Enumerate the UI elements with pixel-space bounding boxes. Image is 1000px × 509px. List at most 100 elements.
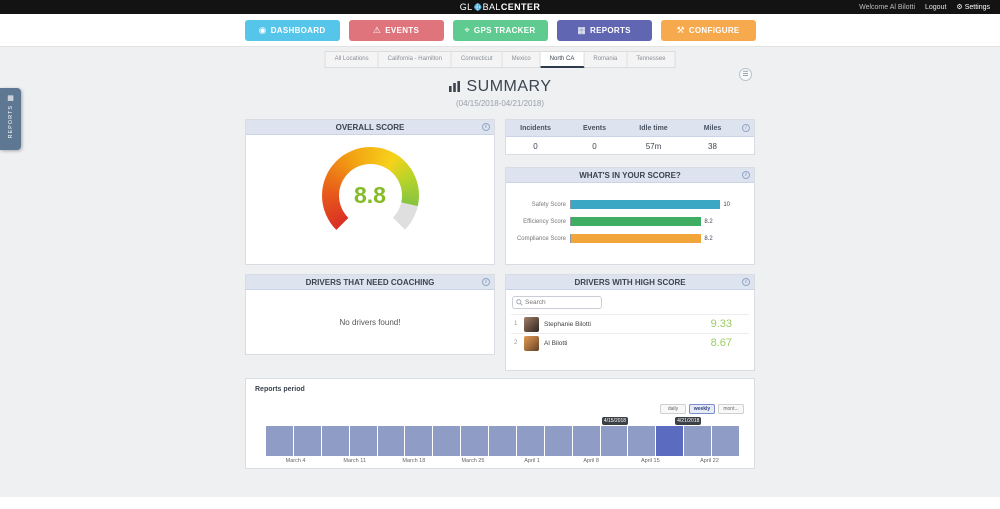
timeline-segment[interactable]	[656, 426, 684, 456]
coaching-card: DRIVERS THAT NEED COACHING No drivers fo…	[245, 274, 495, 355]
content-area: All Locations California - Hamilton Conn…	[0, 47, 1000, 503]
tab-north-ca[interactable]: North CA	[540, 51, 585, 68]
chart-icon	[577, 26, 586, 35]
score-gauge-wrap: 8.8	[321, 147, 419, 244]
tab-connecticut[interactable]: Connecticut	[451, 51, 503, 68]
axis-label: April 22	[700, 458, 719, 464]
reports-period-title: Reports period	[255, 386, 305, 393]
period-chart: 4/15/2018 4/21/2018 March 4 March 11 Mar…	[266, 417, 739, 465]
settings-label: Settings	[964, 4, 990, 11]
timeline-segment[interactable]	[712, 426, 739, 456]
range-daily-button[interactable]: daily	[660, 404, 686, 414]
axis-label: April 1	[524, 458, 540, 464]
events-button[interactable]: EVENTS	[348, 19, 444, 41]
main-nav: DASHBOARD EVENTS GPS TRACKER REPORTS CON…	[0, 14, 1000, 47]
configure-button[interactable]: CONFIGURE	[660, 19, 756, 41]
dashboard-button[interactable]: DASHBOARD	[244, 19, 340, 41]
compliance-score-row: Compliance Score 8.2	[506, 230, 754, 247]
timeline-segment[interactable]	[321, 426, 349, 456]
axis-label: April 8	[583, 458, 599, 464]
page-title: SUMMARY	[0, 78, 1000, 96]
timeline-segment[interactable]	[266, 426, 293, 456]
efficiency-score-track: 8.2	[570, 217, 730, 226]
efficiency-score-value: 8.2	[704, 218, 713, 225]
efficiency-score-bar	[571, 217, 702, 226]
stat-label-events: Events	[583, 124, 606, 132]
logo-text-right: CENTER	[500, 2, 541, 12]
timeline-segment[interactable]	[544, 426, 572, 456]
logo-text-left: GL	[459, 2, 473, 12]
info-icon[interactable]	[482, 278, 490, 286]
app-logo: GL BAL CENTER	[460, 2, 540, 12]
search-icon	[516, 299, 523, 306]
timeline-segment[interactable]	[572, 426, 600, 456]
driver-rank: 2	[514, 340, 518, 346]
timeline-segment[interactable]	[293, 426, 321, 456]
axis-label: March 4	[285, 458, 306, 464]
range-weekly-button[interactable]: weekly	[689, 404, 715, 414]
gps-label: GPS TRACKER	[473, 25, 536, 35]
tab-mexico[interactable]: Mexico	[502, 51, 541, 68]
dashboard-label: DASHBOARD	[270, 25, 326, 35]
range-start-tooltip: 4/15/2018	[601, 417, 629, 425]
export-menu-button[interactable]	[739, 68, 752, 81]
timeline-segment[interactable]	[349, 426, 377, 456]
timeline-segment[interactable]	[516, 426, 544, 456]
overall-score-card: OVERALL SCORE 8.8	[245, 119, 495, 265]
safety-score-track: 10	[570, 200, 730, 209]
info-icon[interactable]	[482, 123, 490, 131]
compliance-score-track: 8.2	[570, 234, 730, 243]
tab-romania[interactable]: Romania	[584, 51, 628, 68]
logo-text-mid: BAL	[482, 2, 501, 12]
score-breakdown-header: WHAT'S IN YOUR SCORE?	[579, 170, 681, 180]
tab-all-locations[interactable]: All Locations	[324, 51, 379, 68]
efficiency-score-row: Efficiency Score 8.2	[506, 213, 754, 230]
stat-value-miles: 38	[708, 141, 717, 151]
date-range: (04/15/2018-04/21/2018)	[455, 99, 545, 108]
gauge-icon	[259, 26, 267, 35]
logout-link[interactable]: Logout	[925, 3, 947, 11]
compliance-score-label: Compliance Score	[516, 235, 566, 242]
range-monthly-button[interactable]: mont...	[718, 404, 744, 414]
timeline-segment[interactable]	[628, 426, 656, 456]
side-tab-label: REPORTS	[7, 105, 14, 139]
driver-row[interactable]: 1 Stephanie Bilotti 9.33	[511, 314, 749, 333]
high-score-card: DRIVERS WITH HIGH SCORE 1 Stephanie Bilo…	[505, 274, 755, 371]
tab-tennessee[interactable]: Tennessee	[627, 51, 676, 68]
events-label: EVENTS	[385, 25, 420, 35]
footer	[0, 497, 1000, 503]
gps-tracker-button[interactable]: GPS TRACKER	[452, 19, 548, 41]
driver-rank: 1	[514, 321, 518, 327]
driver-score: 8.67	[710, 337, 732, 349]
axis-label: April 15	[640, 458, 660, 464]
settings-link[interactable]: Settings	[956, 3, 990, 11]
timeline-segment[interactable]	[461, 426, 488, 456]
driver-row[interactable]: 2 Al Bilotti 8.67	[511, 333, 749, 352]
globe-icon	[473, 3, 482, 11]
timeline-segment[interactable]	[377, 426, 405, 456]
gauge-hole	[338, 164, 402, 227]
timeline-segment[interactable]	[433, 426, 461, 456]
stat-value-events: 0	[592, 141, 597, 151]
stat-label-idle-time: Idle time	[639, 124, 668, 132]
warning-icon	[373, 26, 381, 35]
reports-label: REPORTS	[590, 25, 631, 35]
safety-score-row: Safety Score 10	[506, 196, 754, 213]
tools-icon	[676, 26, 684, 35]
info-icon[interactable]	[742, 278, 750, 286]
info-icon[interactable]	[742, 124, 750, 132]
info-icon[interactable]	[742, 171, 750, 179]
reports-button[interactable]: REPORTS	[556, 19, 652, 41]
reports-side-tab[interactable]: REPORTS	[0, 88, 21, 150]
location-tabs: All Locations California - Hamilton Conn…	[324, 51, 676, 68]
timeline-segment[interactable]	[489, 426, 516, 456]
configure-label: CONFIGURE	[688, 25, 740, 35]
axis-label: March 18	[402, 458, 426, 464]
search-input[interactable]	[525, 299, 597, 306]
tab-california-hamilton[interactable]: California - Hamilton	[378, 51, 452, 68]
stat-label-miles: Miles	[703, 124, 722, 132]
timeline-segment[interactable]	[405, 426, 433, 456]
timeline-segment[interactable]	[600, 426, 628, 456]
timeline-segment[interactable]	[684, 426, 711, 456]
